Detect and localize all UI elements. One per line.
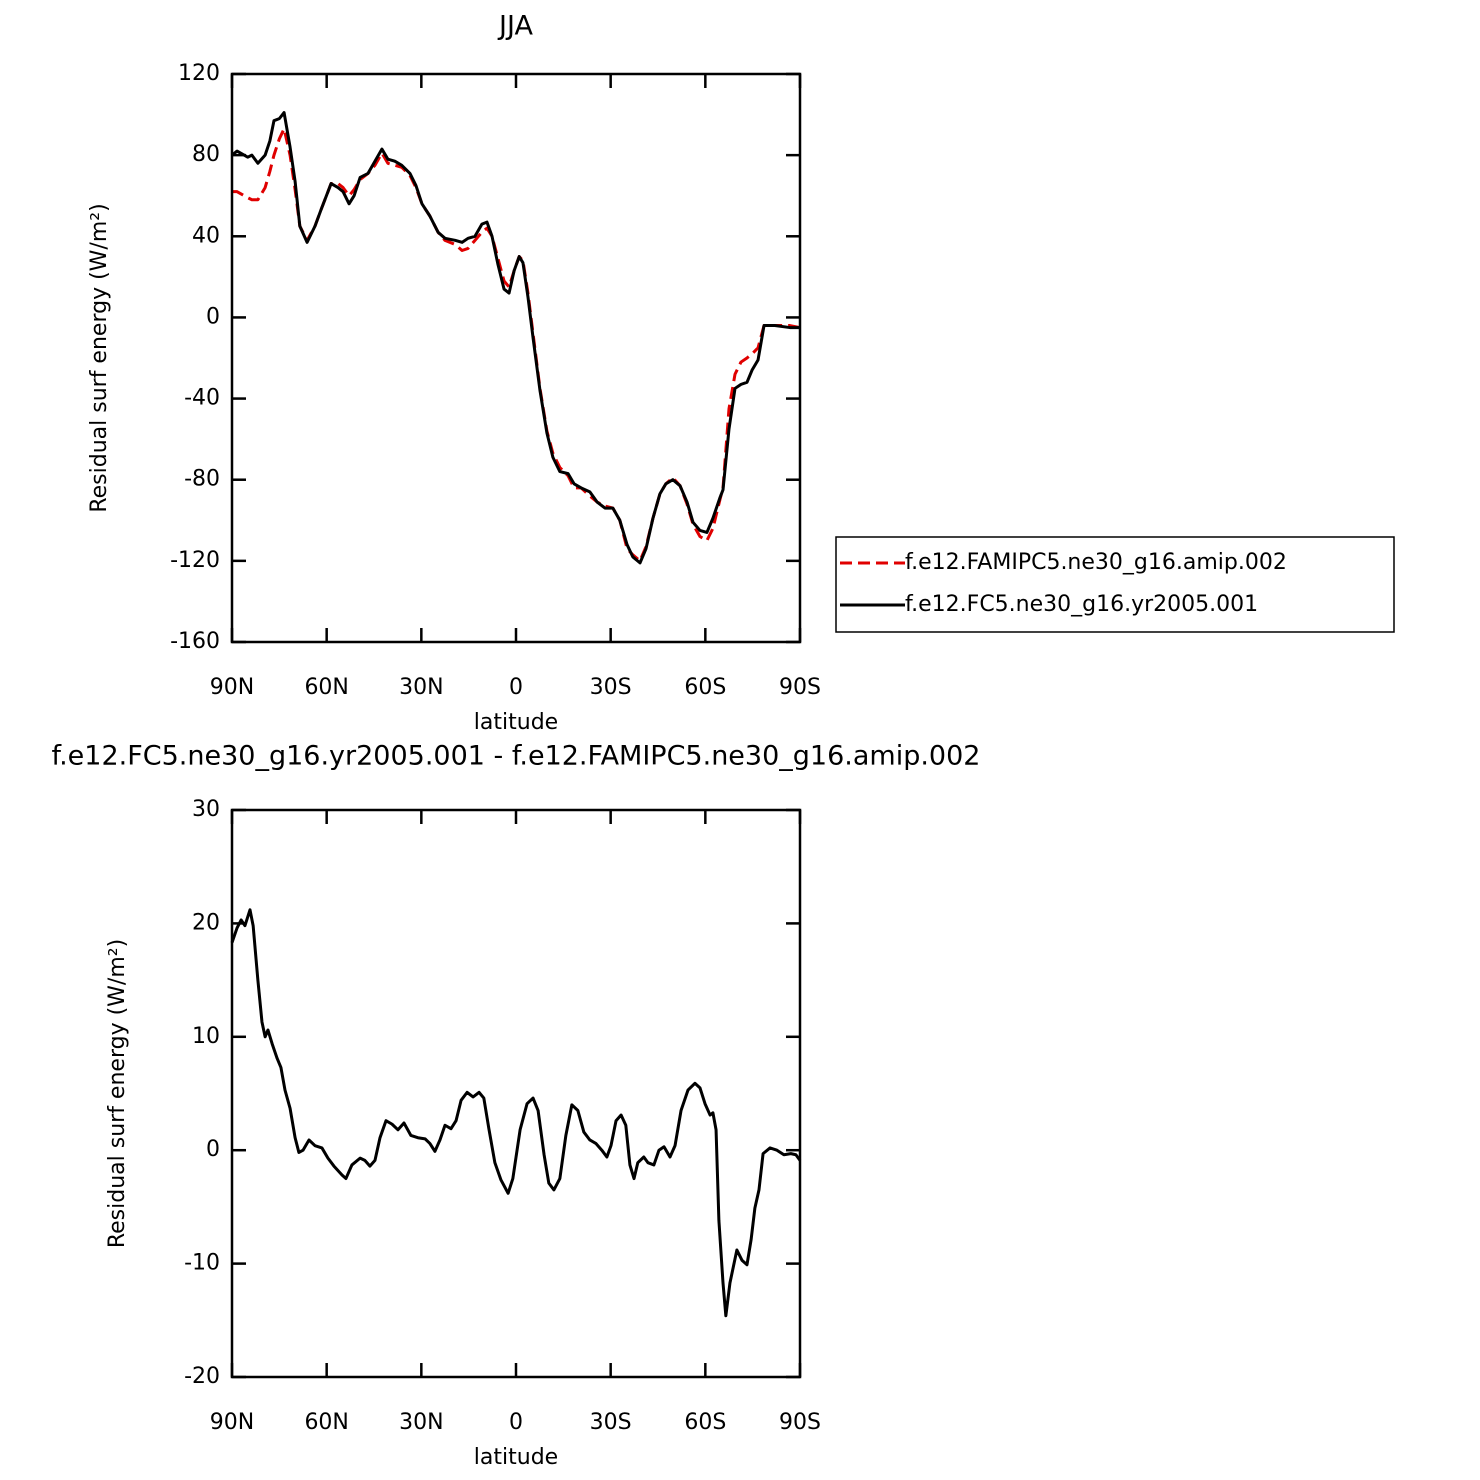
y-tick-label: 80	[192, 142, 220, 167]
y-tick-label: -20	[184, 1364, 220, 1389]
y-tick-label: 10	[192, 1024, 220, 1049]
x-tick-label: 30S	[590, 1410, 632, 1435]
x-tick-label: 60N	[304, 1410, 348, 1435]
legend-box	[835, 536, 1395, 633]
chart-title: JJA	[497, 11, 533, 42]
y-tick-label: 0	[206, 304, 220, 329]
y-tick-label: 0	[206, 1137, 220, 1162]
data-line	[232, 127, 801, 563]
y-tick-label: 30	[192, 797, 220, 822]
plot-frame	[230, 808, 802, 1379]
x-tick-label: 60S	[684, 1410, 726, 1435]
y-axis-label: Residual surf energy (W/m²)	[87, 203, 112, 512]
x-tick-label: 0	[509, 675, 523, 700]
y-tick-label: -80	[184, 467, 220, 492]
chart-title: f.e12.FC5.ne30_g16.yr2005.001 - f.e12.FA…	[52, 741, 981, 772]
x-tick-label: 30N	[399, 1410, 443, 1435]
legend: f.e12.FAMIPC5.ne30_g16.amip.002 f.e12.FC5…	[835, 536, 1395, 633]
x-tick-label: 60N	[304, 675, 348, 700]
y-tick-label: 20	[192, 910, 220, 935]
x-tick-label: 30N	[399, 675, 443, 700]
y-tick-label: -40	[184, 386, 220, 411]
x-tick-label: 60S	[684, 675, 726, 700]
x-tick-label: 30S	[590, 675, 632, 700]
x-axis-label: latitude	[474, 710, 558, 735]
plot-frame	[230, 72, 802, 644]
x-tick-label: 90S	[779, 1410, 821, 1435]
x-tick-label: 90N	[210, 1410, 254, 1435]
y-tick-label: -160	[170, 629, 220, 654]
y-axis-label: Residual surf energy (W/m²)	[105, 939, 130, 1248]
legend-label: f.e12.FAMIPC5.ne30_g16.amip.002	[905, 550, 1287, 575]
data-line	[230, 908, 802, 1318]
x-tick-label: 90N	[210, 675, 254, 700]
legend-label: f.e12.FC5.ne30_g16.yr2005.001	[905, 592, 1258, 617]
x-tick-label: 0	[509, 1410, 523, 1435]
x-axis-label: latitude	[474, 1445, 558, 1470]
y-tick-label: -10	[184, 1251, 220, 1276]
y-tick-label: 120	[178, 61, 220, 86]
y-tick-label: -120	[170, 548, 220, 573]
data-line	[231, 111, 800, 565]
y-tick-label: 40	[192, 223, 220, 248]
x-tick-label: 90S	[779, 675, 821, 700]
